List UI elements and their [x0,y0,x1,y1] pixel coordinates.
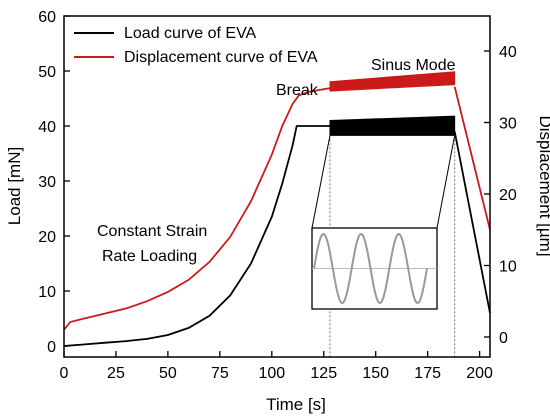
y2-tick-label: 40 [499,44,517,61]
inset-sine-wave [313,232,428,305]
series-line-displacement [63,87,331,331]
y-tick-label: 50 [38,64,56,81]
unload-line-displacement [453,86,491,230]
x-axis-title: Time [s] [266,395,326,414]
plot-area [63,71,491,357]
annotation-rate-loading: Rate Loading [102,248,197,265]
annotation-break: Break [276,82,319,99]
plot-frame [63,15,491,358]
x-tick-label: 100 [258,365,285,382]
y2-tick-label: 10 [499,258,517,275]
sinus-band-load [329,115,456,136]
inset-connector-left [311,135,331,229]
inset-sine-plot [311,135,456,310]
y2-tick-label: 0 [499,330,508,347]
legend: Load curve of EVA Displacement curve of … [74,25,318,66]
axes [63,15,491,358]
x-tick-label: 125 [310,365,337,382]
y-tick-label: 20 [38,229,56,246]
x-tick-label: 75 [211,365,229,382]
y-tick-label: 60 [38,9,56,26]
x-tick-label: 50 [159,365,177,382]
y-tick-label: 30 [38,174,56,191]
y2-axis-title: Displacement [µm] [536,115,550,256]
ticks: 0 25 50 75 100 125 150 175 200 0 10 20 30 40 50 60 0 10 20… [38,9,517,382]
x-tick-label: 0 [60,365,69,382]
x-tick-label: 200 [466,365,493,382]
y-tick-label: 40 [38,119,56,136]
y-tick-label: 0 [47,339,56,356]
annotation-sinus-mode: Sinus Mode [371,57,456,74]
y2-tick-label: 30 [499,116,517,133]
series-line-load [63,125,330,347]
x-tick-label: 175 [414,365,441,382]
annotation-constant-strain: Constant Strain [97,223,207,240]
y-tick-label: 10 [38,284,56,301]
unload-line-load [453,131,491,314]
x-tick-label: 25 [107,365,125,382]
legend-label-displacement: Displacement curve of EVA [124,49,318,66]
legend-label-load: Load curve of EVA [124,25,257,42]
y-axis-title: Load [mN] [5,147,24,225]
x-tick-label: 150 [362,365,389,382]
y2-tick-label: 20 [499,187,517,204]
sinus-band-displacement [329,71,456,92]
inset-connector-right [436,135,456,229]
